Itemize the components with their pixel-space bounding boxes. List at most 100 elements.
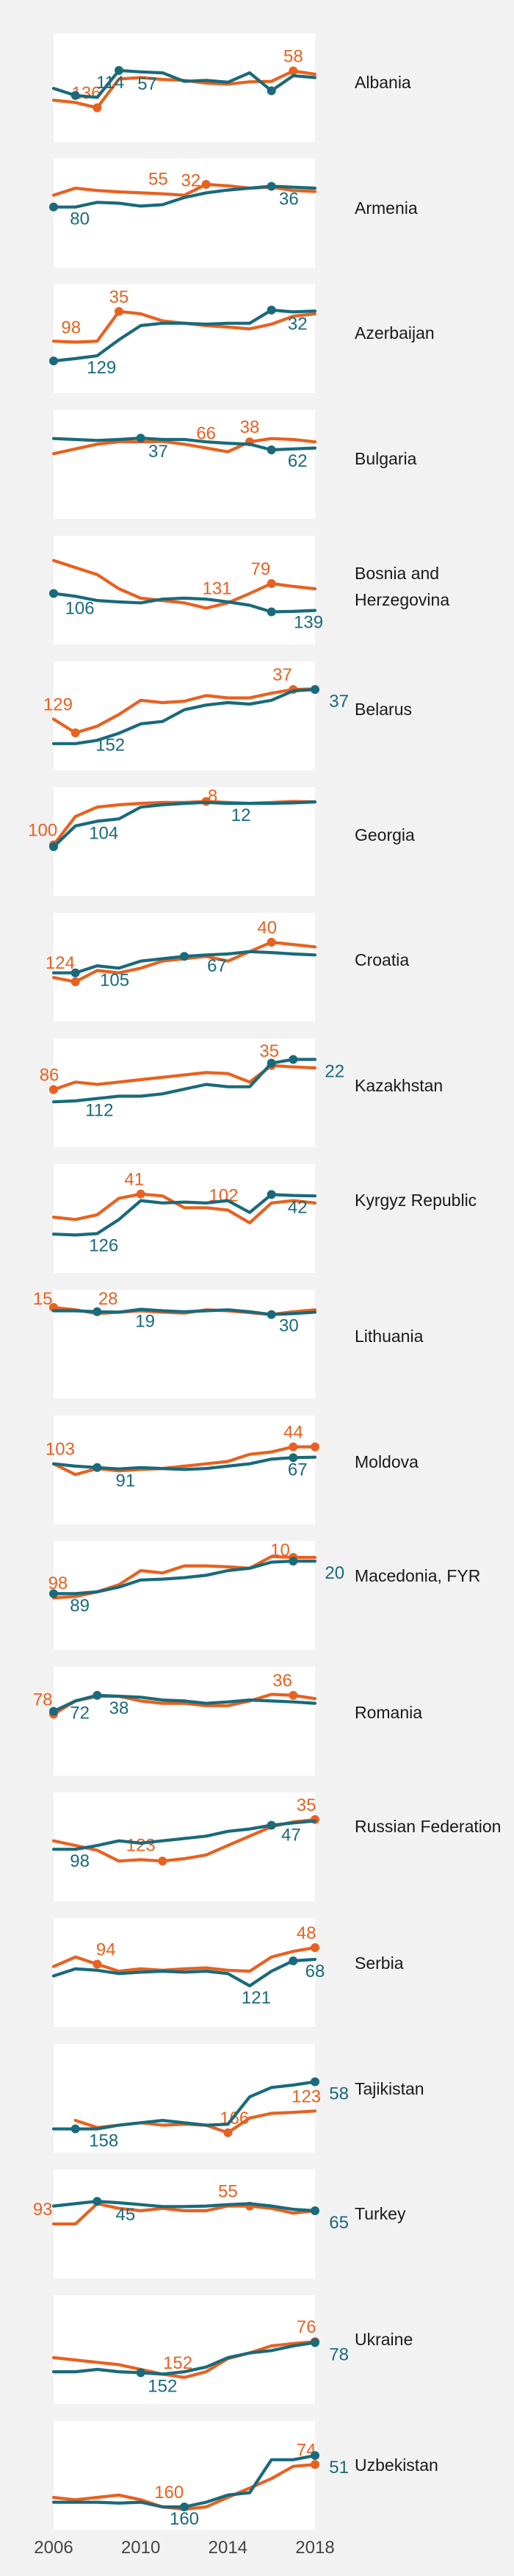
data-label-ukraine: 152 bbox=[148, 2376, 177, 2396]
series-point-kyrgyz-republic bbox=[136, 1189, 145, 1199]
series-point-romania bbox=[93, 1690, 102, 1700]
x-tick-label: 2018 bbox=[295, 2538, 335, 2558]
data-label-bulgaria: 37 bbox=[148, 442, 168, 462]
data-label-turkey: 65 bbox=[329, 2213, 349, 2233]
panel-kazakhstan bbox=[54, 1038, 315, 1147]
series-point-albania bbox=[70, 90, 80, 100]
series-point-lithuania bbox=[267, 1310, 276, 1319]
series-point-uzbekistan bbox=[311, 2460, 319, 2469]
series-point-belarus bbox=[311, 685, 319, 695]
series-point-serbia bbox=[93, 1959, 102, 1969]
panel-macedonia-fyr bbox=[54, 1541, 315, 1650]
data-label-romania: 36 bbox=[272, 1671, 292, 1691]
data-label-tajikistan: 58 bbox=[329, 2084, 349, 2104]
data-label-russian-federation: 47 bbox=[281, 1825, 301, 1845]
series-point-moldova bbox=[93, 1463, 102, 1472]
data-label-moldova: 91 bbox=[116, 1471, 136, 1491]
data-label-armenia: 55 bbox=[148, 170, 168, 190]
series-point-bulgaria bbox=[136, 434, 145, 443]
country-label-tajikistan: Tajikistan bbox=[355, 2079, 424, 2098]
country-label-bulgaria: Bulgaria bbox=[355, 449, 417, 468]
data-label-turkey: 93 bbox=[33, 2200, 53, 2220]
data-label-bosnia-and-herzegovina: 139 bbox=[294, 613, 323, 633]
data-label-georgia: 100 bbox=[28, 820, 57, 840]
series-point-croatia bbox=[70, 968, 80, 977]
data-label-turkey: 45 bbox=[116, 2205, 136, 2225]
country-label-armenia: Armenia bbox=[355, 198, 418, 218]
data-label-croatia: 105 bbox=[100, 970, 129, 990]
data-label-moldova: 67 bbox=[288, 1460, 308, 1479]
x-tick-label: 2010 bbox=[120, 2538, 161, 2558]
series-line-belarus-a bbox=[51, 687, 317, 735]
series-point-serbia bbox=[311, 1943, 319, 1953]
series-line-bulgaria-a bbox=[51, 437, 317, 456]
series-point-bosnia-and-herzegovina bbox=[49, 589, 58, 598]
series-point-kazakhstan bbox=[49, 1085, 58, 1094]
series-point-albania bbox=[115, 65, 123, 75]
data-label-armenia: 32 bbox=[181, 171, 201, 191]
panel-georgia bbox=[54, 787, 315, 896]
data-label-tajikistan: 123 bbox=[292, 2087, 321, 2106]
panel-bosnia-and-herzegovina bbox=[54, 536, 315, 645]
country-label-bosnia-and-herzegovina: Bosnia and Herzegovina bbox=[355, 564, 450, 609]
data-label-bulgaria: 38 bbox=[240, 417, 260, 437]
data-label-lithuania: 15 bbox=[33, 1289, 53, 1309]
data-label-macedonia-fyr: 10 bbox=[270, 1540, 290, 1560]
series-point-serbia bbox=[289, 1956, 298, 1965]
country-label-macedonia-fyr: Macedonia, FYR bbox=[355, 1566, 481, 1585]
series-point-albania bbox=[267, 86, 276, 96]
data-label-bulgaria: 62 bbox=[288, 451, 308, 471]
series-point-tajikistan bbox=[311, 2077, 319, 2087]
series-line-belarus-b bbox=[51, 688, 317, 745]
x-tick-label: 2014 bbox=[208, 2538, 248, 2558]
data-label-moldova: 44 bbox=[283, 1423, 303, 1443]
country-label-belarus: Belarus bbox=[355, 700, 412, 719]
series-point-romania bbox=[289, 1690, 298, 1700]
data-label-kyrgyz-republic: 41 bbox=[124, 1170, 144, 1190]
panel-belarus bbox=[54, 661, 315, 770]
series-point-russian-federation bbox=[267, 1820, 276, 1830]
data-label-croatia: 124 bbox=[46, 953, 75, 973]
series-line-serbia-b bbox=[51, 1957, 317, 1988]
series-point-azerbaijan bbox=[49, 356, 58, 366]
series-point-armenia bbox=[267, 182, 276, 191]
data-label-armenia: 36 bbox=[279, 190, 299, 209]
data-label-kyrgyz-republic: 42 bbox=[288, 1198, 308, 1218]
panel-bulgaria bbox=[54, 410, 315, 519]
x-tick-label: 2006 bbox=[34, 2538, 73, 2558]
series-point-tajikistan bbox=[223, 2128, 233, 2137]
series-point-bulgaria bbox=[267, 445, 276, 455]
data-label-serbia: 68 bbox=[305, 1962, 325, 1981]
data-label-lithuania: 28 bbox=[98, 1289, 118, 1309]
panel-kyrgyz-republic bbox=[54, 1164, 315, 1273]
series-line-ukraine-a bbox=[51, 2340, 317, 2379]
series-point-moldova bbox=[311, 1442, 319, 1452]
panel-romania bbox=[54, 1667, 315, 1776]
data-label-uzbekistan: 160 bbox=[170, 2509, 199, 2529]
data-label-belarus: 37 bbox=[329, 692, 349, 711]
series-point-azerbaijan bbox=[115, 306, 123, 316]
series-point-tajikistan bbox=[70, 2124, 80, 2134]
data-label-georgia: 104 bbox=[89, 823, 118, 843]
data-label-albania: 114 bbox=[96, 73, 124, 93]
data-label-turkey: 55 bbox=[218, 2182, 238, 2202]
series-line-georgia-b bbox=[51, 800, 317, 849]
series-point-macedonia-fyr bbox=[49, 1589, 58, 1599]
data-label-azerbaijan: 32 bbox=[288, 314, 308, 334]
data-label-belarus: 129 bbox=[43, 695, 73, 714]
country-label-croatia: Croatia bbox=[355, 950, 410, 969]
country-label-lithuania: Lithuania bbox=[355, 1327, 424, 1346]
data-label-kazakhstan: 35 bbox=[259, 1041, 279, 1061]
data-label-lithuania: 19 bbox=[135, 1312, 155, 1332]
panel-tajikistan bbox=[54, 2044, 315, 2153]
data-label-albania: 58 bbox=[283, 47, 303, 67]
data-label-kazakhstan: 112 bbox=[85, 1101, 113, 1121]
country-label-russian-federation: Russian Federation bbox=[355, 1817, 502, 1836]
series-point-uzbekistan bbox=[180, 2502, 189, 2511]
series-point-kazakhstan bbox=[289, 1055, 298, 1064]
series-point-georgia bbox=[49, 842, 58, 852]
data-label-ukraine: 78 bbox=[329, 2344, 349, 2364]
series-point-lithuania bbox=[93, 1307, 102, 1316]
data-label-tajikistan: 158 bbox=[89, 2131, 118, 2151]
